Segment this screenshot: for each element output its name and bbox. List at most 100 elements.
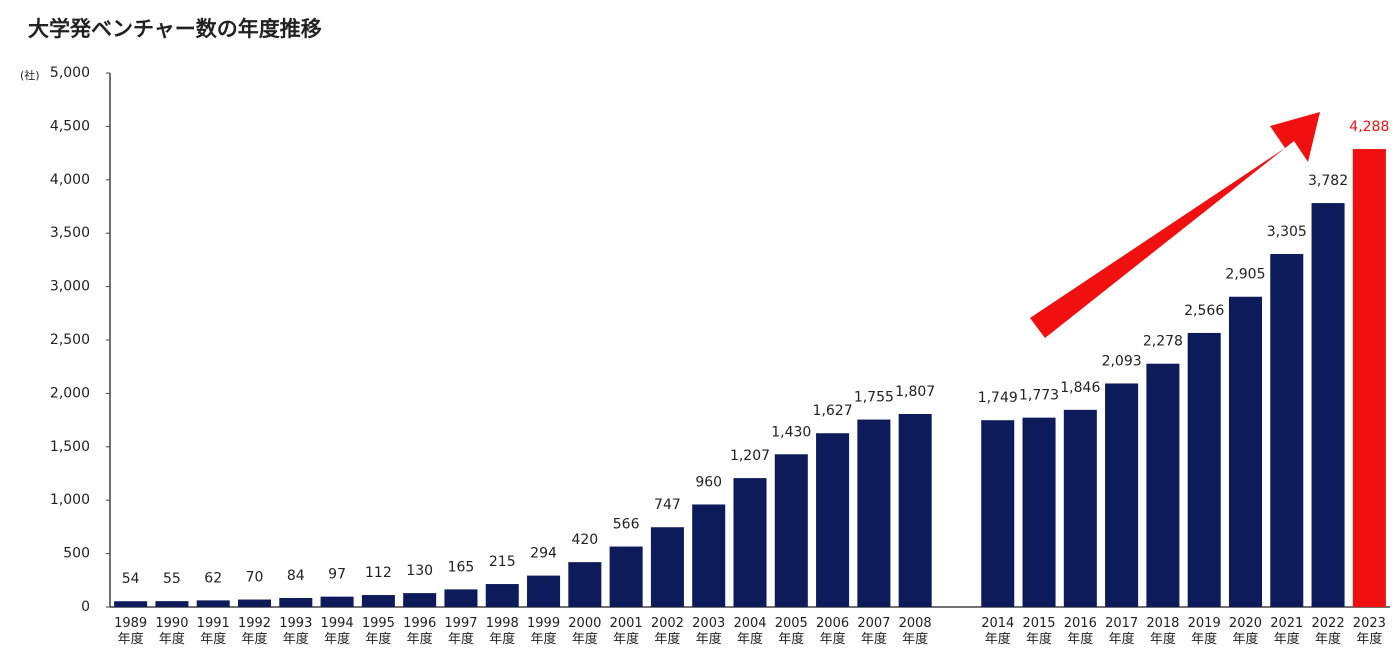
bar bbox=[527, 575, 561, 607]
x-tick-label: 1997年度 bbox=[444, 616, 478, 647]
value-label: 2,566 bbox=[1184, 303, 1224, 319]
x-tick-label: 2016年度 bbox=[1063, 616, 1097, 647]
value-label: 215 bbox=[489, 554, 516, 570]
x-tick-label: 1991年度 bbox=[196, 616, 230, 647]
x-tick-label: 2018年度 bbox=[1146, 616, 1180, 647]
bar bbox=[1063, 409, 1097, 607]
value-label: 84 bbox=[287, 568, 305, 584]
y-tick-label: 4,000 bbox=[50, 172, 90, 188]
value-label: 420 bbox=[571, 532, 598, 548]
value-label: 130 bbox=[406, 563, 433, 579]
value-label: 1,755 bbox=[854, 390, 894, 406]
bar bbox=[1022, 417, 1056, 607]
y-axis-label: (社) bbox=[20, 68, 40, 82]
bar bbox=[857, 419, 891, 607]
value-label: 2,278 bbox=[1143, 334, 1183, 350]
value-label: 960 bbox=[695, 474, 722, 490]
bar bbox=[403, 593, 437, 607]
value-label: 1,627 bbox=[813, 403, 853, 419]
x-tick-label: 1999年度 bbox=[527, 616, 561, 647]
bar bbox=[816, 433, 850, 607]
value-label: 70 bbox=[246, 570, 264, 586]
bar bbox=[609, 546, 643, 607]
value-label: 1,749 bbox=[978, 390, 1018, 406]
bar bbox=[1352, 149, 1386, 607]
value-label: 4,288 bbox=[1349, 119, 1389, 135]
bar bbox=[485, 584, 519, 607]
y-tick-label: 3,500 bbox=[50, 225, 90, 241]
bar bbox=[279, 598, 313, 607]
bar bbox=[692, 504, 726, 607]
x-tick-label: 2004年度 bbox=[733, 616, 767, 647]
value-label: 1,430 bbox=[771, 424, 811, 440]
bar bbox=[155, 601, 189, 607]
bar bbox=[444, 589, 478, 607]
bar bbox=[981, 420, 1015, 607]
y-tick-label: 3,000 bbox=[50, 279, 90, 295]
x-tick-label: 2003年度 bbox=[692, 616, 726, 647]
bar bbox=[1228, 296, 1262, 607]
y-tick-label: 2,500 bbox=[50, 332, 90, 348]
x-tick-label: 2005年度 bbox=[774, 616, 808, 647]
y-tick-label: 5,000 bbox=[50, 65, 90, 81]
y-tick-label: 2,000 bbox=[50, 385, 90, 401]
x-tick-label: 2020年度 bbox=[1228, 616, 1263, 647]
value-label: 2,093 bbox=[1102, 353, 1142, 369]
bar bbox=[774, 454, 808, 607]
x-tick-label: 2021年度 bbox=[1270, 616, 1304, 647]
value-label: 54 bbox=[122, 571, 140, 587]
x-tick-label: 2002年度 bbox=[650, 616, 684, 647]
bar bbox=[568, 562, 602, 607]
trend-arrow bbox=[1030, 112, 1320, 338]
bar bbox=[1146, 363, 1180, 607]
x-tick-label: 1994年度 bbox=[320, 616, 354, 647]
x-tick-label: 2023年度 bbox=[1352, 616, 1386, 647]
x-tick-label: 1996年度 bbox=[403, 616, 437, 647]
bar bbox=[733, 478, 767, 607]
bar bbox=[650, 527, 684, 607]
y-tick-label: 4,500 bbox=[50, 118, 90, 134]
bar bbox=[361, 595, 395, 607]
value-label: 165 bbox=[448, 559, 475, 575]
x-tick-label: 1992年度 bbox=[237, 616, 272, 647]
value-label: 3,305 bbox=[1267, 224, 1307, 240]
x-tick-label: 2007年度 bbox=[857, 616, 891, 647]
bar bbox=[1105, 383, 1139, 607]
bar bbox=[898, 414, 932, 607]
y-tick-label: 0 bbox=[81, 599, 90, 615]
value-label: 566 bbox=[613, 517, 640, 533]
x-tick-label: 1989年度 bbox=[114, 616, 148, 647]
x-tick-label: 1998年度 bbox=[485, 616, 519, 647]
y-tick-label: 500 bbox=[63, 546, 90, 562]
value-label: 1,773 bbox=[1019, 388, 1059, 404]
x-tick-label: 2006年度 bbox=[816, 616, 850, 647]
x-tick-label: 1990年度 bbox=[155, 616, 189, 647]
bar bbox=[320, 596, 354, 607]
x-tick-label: 2015年度 bbox=[1022, 616, 1056, 647]
value-label: 2,905 bbox=[1225, 267, 1265, 283]
bar bbox=[196, 600, 230, 607]
x-tick-label: 1995年度 bbox=[361, 616, 395, 647]
value-label: 1,846 bbox=[1060, 380, 1100, 396]
chart-title: 大学発ベンチャー数の年度推移 bbox=[28, 17, 322, 41]
value-label: 3,782 bbox=[1308, 173, 1348, 189]
bar bbox=[1311, 203, 1345, 607]
y-tick-label: 1,000 bbox=[50, 492, 90, 508]
bar bbox=[238, 599, 272, 607]
value-label: 55 bbox=[163, 571, 181, 587]
bar bbox=[1270, 254, 1304, 607]
x-tick-label: 2001年度 bbox=[609, 616, 643, 647]
x-tick-label: 2022年度 bbox=[1311, 616, 1345, 647]
x-tick-label: 1993年度 bbox=[279, 616, 313, 647]
x-tick-label: 2017年度 bbox=[1105, 616, 1139, 647]
value-label: 97 bbox=[328, 567, 346, 583]
bar bbox=[1187, 332, 1221, 607]
value-label: 1,207 bbox=[730, 448, 770, 464]
x-tick-label: 2014年度 bbox=[981, 616, 1015, 647]
value-label: 1,807 bbox=[895, 384, 935, 400]
value-label: 294 bbox=[530, 546, 557, 562]
value-label: 747 bbox=[654, 497, 681, 513]
value-label: 62 bbox=[204, 570, 222, 586]
